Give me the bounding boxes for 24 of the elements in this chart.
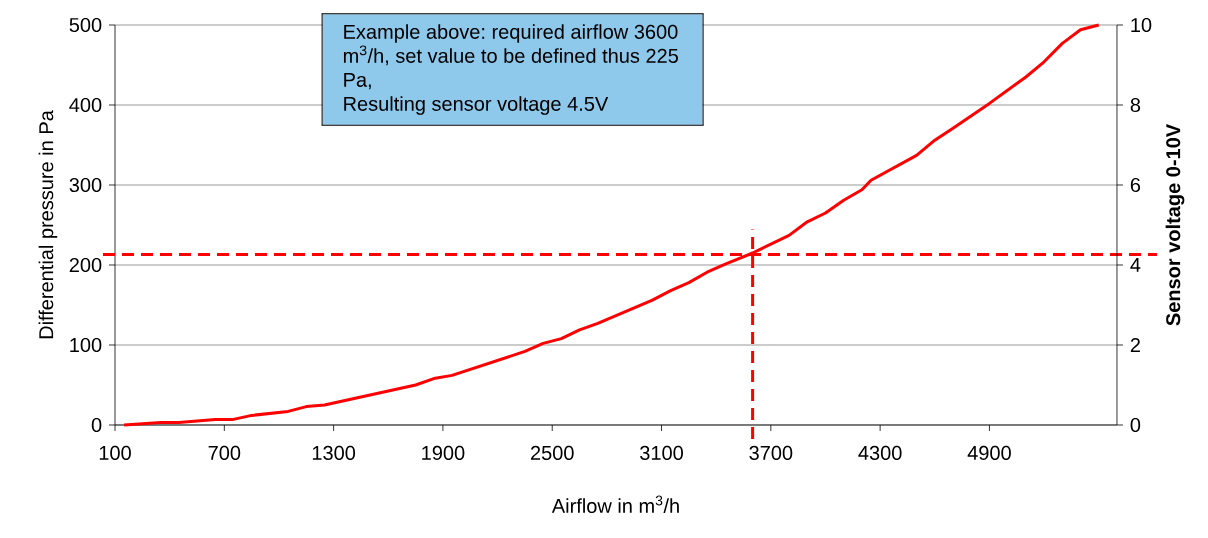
- y2-tick-label: 6: [1130, 177, 1141, 193]
- x-tick-label: 3700: [749, 445, 793, 461]
- y2-tick-label: 0: [1130, 417, 1141, 433]
- x-tick-label: 3100: [640, 445, 683, 461]
- x-tick-label: 100: [99, 445, 131, 461]
- x-tick-label: 2500: [530, 445, 574, 461]
- x-tick-label: 700: [208, 445, 241, 461]
- y-tick-label: 300: [69, 177, 102, 193]
- x-axis-title: Airflow in m$^{3}$/h: [551, 495, 679, 514]
- y-tick-label: 500: [69, 17, 102, 33]
- y2-tick-label: 10: [1131, 17, 1152, 33]
- y2-tick-label: 4: [1130, 258, 1141, 272]
- x-tick-label: 4900: [967, 445, 1011, 461]
- y-tick-label: 0: [91, 417, 102, 433]
- y-tick-label: 400: [69, 97, 102, 113]
- x-tick-label: 4300: [858, 445, 902, 461]
- y-axis-title: Differential pressure in Pa: [38, 110, 58, 339]
- y2-tick-label: 8: [1130, 97, 1141, 113]
- y-tick-label: 100: [70, 337, 102, 353]
- y-tick-label: 200: [69, 257, 102, 273]
- x-tick-label: 1900: [422, 445, 465, 461]
- y2-axis-title: Sensor voltage 0-10V: [1165, 124, 1185, 326]
- y2-tick-label: 2: [1130, 338, 1140, 352]
- x-tick-label: 1300: [312, 445, 356, 461]
